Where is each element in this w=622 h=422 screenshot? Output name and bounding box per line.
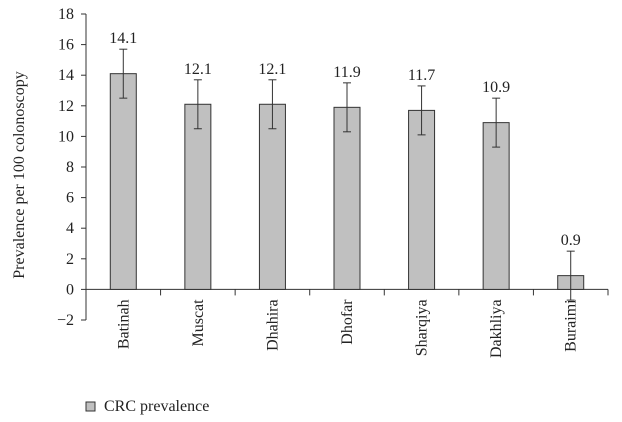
category-label: Muscat — [190, 299, 207, 347]
y-tick-label: 4 — [66, 220, 74, 237]
bar — [333, 106, 361, 290]
data-label: 14.1 — [109, 30, 137, 47]
y-tick-label: −2 — [57, 312, 74, 329]
bar — [482, 122, 510, 290]
y-tick-label: 16 — [58, 37, 74, 54]
data-label: 12.1 — [184, 61, 212, 78]
data-label: 11.7 — [408, 67, 435, 84]
data-label: 11.9 — [333, 64, 360, 81]
y-tick-label: 8 — [66, 159, 74, 176]
y-axis-title-group: Prevalence per 100 colonoscopy — [11, 71, 28, 278]
category-label: Batinah — [115, 299, 132, 349]
data-label: 12.1 — [258, 61, 286, 78]
bar — [109, 73, 137, 290]
category-label: Sharqiya — [414, 299, 431, 356]
bar — [408, 109, 436, 290]
data-label: 10.9 — [482, 79, 510, 96]
legend-swatch — [85, 401, 96, 412]
category-label: Buraimi — [563, 299, 580, 352]
y-tick-label: 12 — [58, 98, 74, 115]
category-label: Dakhliya — [488, 299, 505, 358]
y-tick-label: 6 — [66, 190, 74, 207]
y-axis-title: Prevalence per 100 colonoscopy — [11, 71, 28, 278]
y-tick-label: 18 — [58, 6, 74, 23]
legend: CRC prevalence — [85, 398, 209, 415]
bar — [184, 103, 212, 290]
bar — [258, 103, 286, 290]
plot-area: −2 0 2 4 6 8 10 12 14 16 18 14.1 Batinah 12.1 Muscat 12… — [57, 6, 609, 358]
y-tick-label: 14 — [58, 67, 74, 84]
y-tick-label: 0 — [66, 281, 74, 298]
category-label: Dhahira — [264, 299, 281, 351]
category-label: Dhofar — [339, 299, 356, 345]
data-label: 0.9 — [561, 232, 581, 249]
y-tick-label: 2 — [66, 251, 74, 268]
y-tick-label: 10 — [58, 128, 74, 145]
legend-label: CRC prevalence — [104, 398, 209, 415]
